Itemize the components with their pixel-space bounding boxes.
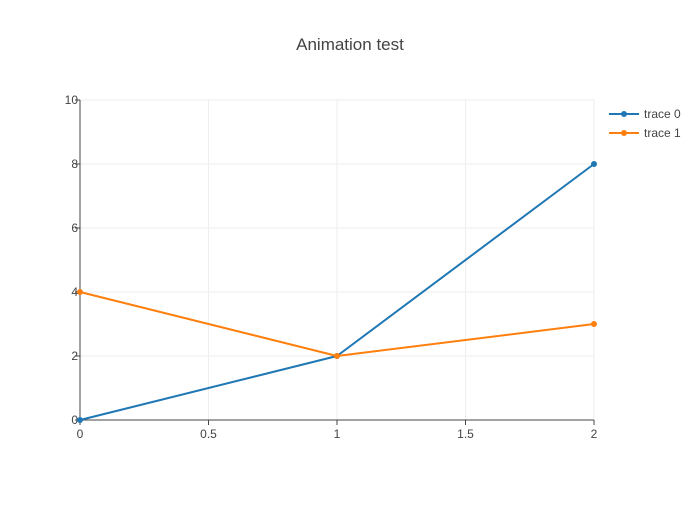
legend-marker	[621, 111, 627, 117]
legend-item[interactable]: trace 1	[609, 126, 681, 140]
y-tick-label: 6	[71, 221, 78, 235]
legend-label: trace 1	[644, 126, 681, 140]
y-tick-label: 0	[71, 413, 78, 427]
y-tick-label: 2	[71, 349, 78, 363]
chart-title: Animation test	[296, 35, 404, 54]
legend-item[interactable]: trace 0	[609, 107, 681, 121]
axes	[75, 99, 595, 425]
y-tick-label: 8	[71, 157, 78, 171]
x-tick-label: 0.5	[200, 427, 217, 441]
grid-lines	[80, 99, 595, 420]
legend[interactable]: trace 0 trace 1	[609, 107, 681, 140]
x-tick-label: 1	[334, 427, 341, 441]
data-point	[591, 161, 597, 167]
x-tick-label: 1.5	[457, 427, 474, 441]
data-point	[77, 289, 83, 295]
legend-label: trace 0	[644, 107, 681, 121]
data-point	[334, 353, 340, 359]
series-1	[77, 289, 597, 359]
data-point	[591, 321, 597, 327]
legend-marker	[621, 130, 627, 136]
data-point	[77, 417, 83, 423]
y-tick-label: 4	[71, 285, 78, 299]
y-tick-label: 10	[65, 93, 79, 107]
tick-labels: 0 0.5 1 1.5 2 0 2 4 6 8 10	[65, 93, 598, 441]
series-lines	[77, 161, 597, 423]
x-tick-label: 2	[591, 427, 598, 441]
x-tick-label: 0	[77, 427, 84, 441]
